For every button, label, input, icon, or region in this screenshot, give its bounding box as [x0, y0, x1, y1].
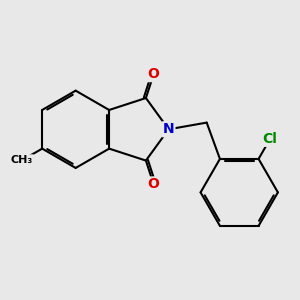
Text: O: O — [148, 178, 160, 191]
Text: N: N — [163, 122, 174, 136]
Text: O: O — [148, 67, 160, 81]
Text: CH₃: CH₃ — [11, 155, 33, 165]
Text: Cl: Cl — [263, 132, 278, 146]
